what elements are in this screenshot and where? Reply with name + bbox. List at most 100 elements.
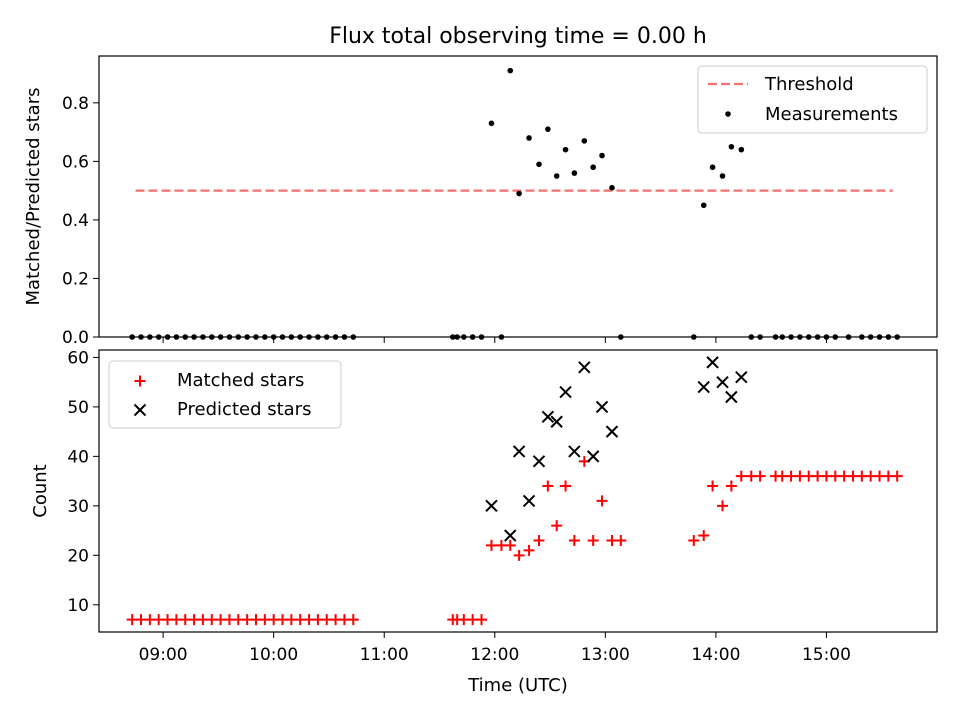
measurement-point [788, 334, 794, 340]
top-y-axis-label: Matched/Predicted stars [23, 88, 44, 306]
measurement-point [590, 164, 596, 171]
measurement-point [867, 334, 874, 340]
chart-title: Flux total observing time = 0.00 h [329, 24, 707, 49]
measurement-point [478, 334, 485, 340]
bottom-y-tick-label: 40 [67, 447, 89, 467]
matched-stars-point [615, 534, 627, 546]
legend-measurements-label: Measurements [765, 104, 898, 125]
measurement-point [618, 334, 624, 340]
x-tick-label: 11:00 [360, 645, 409, 665]
matched-stars-point [504, 539, 516, 551]
measurement-point [814, 334, 821, 340]
measurement-point [823, 334, 830, 340]
predicted-stars-point [735, 371, 748, 384]
measurement-point [885, 334, 892, 340]
measurement-point [288, 334, 295, 340]
measurement-point [341, 334, 348, 340]
bottom-plot-frame [98, 349, 938, 633]
predicted-stars-point [559, 385, 572, 399]
measurement-point [728, 143, 735, 150]
predicted-stars-point [512, 445, 526, 458]
measurement-point [217, 334, 224, 340]
measurement-point [845, 334, 852, 340]
measurement-point [779, 334, 786, 340]
measurement-point [173, 334, 180, 340]
measurement-point [454, 334, 460, 340]
measurement-point [332, 334, 339, 340]
measurement-point [306, 334, 312, 340]
measurement-point [545, 126, 551, 132]
predicted-stars-point [578, 361, 591, 374]
legend-measurements-swatch [725, 111, 731, 117]
x-tick-label: 15:00 [802, 645, 851, 665]
measurement-point [164, 334, 171, 340]
predicted-stars-point [725, 390, 738, 404]
bottom-y-tick-label: 10 [67, 596, 89, 616]
measurement-point [253, 334, 259, 340]
matched-stars-point [476, 614, 488, 626]
measurement-point [449, 334, 456, 340]
bottom-y-tick-label: 20 [67, 546, 89, 566]
top-y-tick-label: 0.6 [62, 152, 89, 172]
matched-stars-point [596, 495, 608, 507]
bottom-y-tick-label: 30 [67, 497, 89, 517]
bottom-y-axis-label: Count [30, 464, 51, 517]
legend-predicted-swatch [133, 403, 147, 417]
measurement-point [244, 334, 250, 340]
matched-stars-point [891, 470, 903, 482]
measurement-point [772, 334, 779, 340]
legend-matched-swatch [134, 375, 146, 387]
matched-stars-point [533, 534, 545, 546]
measurement-point [279, 334, 286, 340]
predicted-stars-point [716, 375, 729, 389]
x-tick-label: 13:00 [581, 645, 630, 665]
x-tick-label: 09:00 [139, 645, 188, 665]
top-y-tick-label: 0.4 [62, 211, 89, 231]
measurement-point [350, 334, 357, 340]
top-y-tick-label: 0.8 [62, 94, 89, 114]
x-tick-label: 14:00 [691, 645, 740, 665]
top-legend-box [697, 65, 928, 134]
predicted-stars-point [485, 499, 498, 513]
measurement-point [147, 334, 153, 340]
legend-matched-label: Matched stars [177, 370, 304, 391]
measurement-point [155, 334, 162, 340]
measurement-point [488, 120, 495, 127]
matched-stars-point [725, 480, 737, 492]
x-axis-label: Time (UTC) [467, 675, 568, 696]
measurement-point [797, 334, 803, 340]
predicted-stars-point [706, 356, 719, 369]
measurement-point [516, 190, 522, 197]
measurement-point [738, 146, 745, 153]
predicted-stars-point [595, 400, 609, 414]
matched-stars-point [542, 480, 554, 492]
measurement-point [129, 334, 135, 340]
matched-stars-point [560, 480, 572, 492]
predicted-stars-point [532, 455, 546, 468]
legend-threshold-label: Threshold [764, 74, 854, 95]
matched-stars-point [513, 549, 525, 561]
measurement-point [226, 334, 233, 340]
measurement-point [690, 334, 697, 340]
measurement-point [323, 334, 330, 340]
predicted-stars-point [541, 410, 555, 423]
bottom-panel: 10 20 30 40 50 60 09:00 10:00 11:00 12:00 13:00 14:… [30, 348, 938, 665]
matched-stars-point [698, 530, 710, 542]
measurement-point [270, 334, 277, 340]
measurement-point [526, 135, 532, 141]
matched-stars-point [551, 520, 563, 532]
measurement-point [235, 334, 242, 340]
bottom-y-tick-label: 50 [67, 398, 89, 418]
matched-stars-point [568, 534, 580, 546]
measurement-point [609, 184, 615, 191]
measurement-point [894, 334, 901, 340]
measurement-point [859, 334, 865, 340]
measurement-point [262, 334, 268, 340]
predicted-stars-point [504, 529, 517, 542]
measurement-point [553, 173, 560, 179]
matched-stars-point [735, 470, 747, 482]
measurement-point [581, 138, 588, 144]
measurement-point [498, 334, 505, 340]
measurement-point [599, 152, 605, 159]
